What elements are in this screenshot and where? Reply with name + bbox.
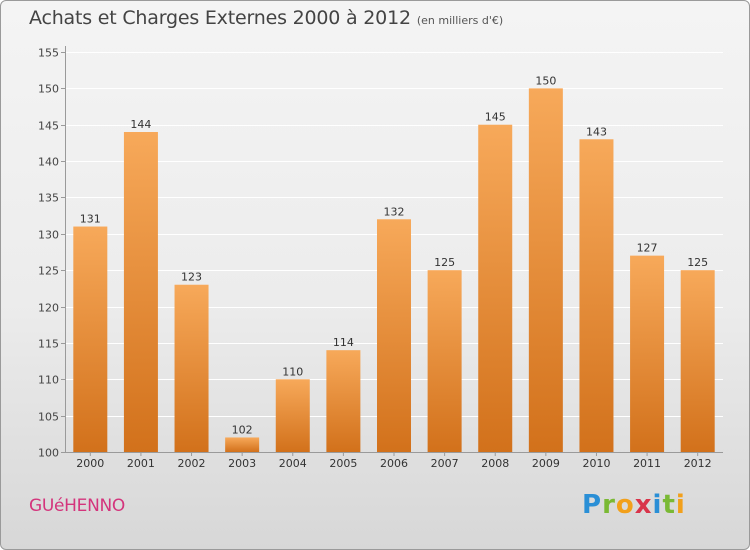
x-tick-label: 2009 [532,457,560,470]
bar [528,88,563,452]
x-tick-label: 2010 [582,457,610,470]
x-tick-label: 2012 [684,457,712,470]
logo-letter: i [652,490,663,520]
data-label: 125 [434,256,455,269]
data-label: 114 [333,336,354,349]
y-tick-label: 100 [38,447,59,460]
bar [630,255,665,452]
y-tick-label: 150 [38,83,59,96]
bar [579,139,614,453]
bar [478,124,513,453]
bar [326,350,361,452]
x-tick-label: 2000 [76,457,104,470]
bar [225,437,260,452]
logo-letter: o [615,490,635,520]
x-tick-label: 2005 [329,457,357,470]
labels: 100 105 110 115 120 125 130 135 140 145 150 155 131 2… [38,47,712,471]
x-tick-label: 2007 [431,457,459,470]
data-label: 145 [485,111,506,124]
bar [680,270,715,452]
data-label: 131 [80,213,101,226]
logo-letter: t [662,490,676,520]
x-tick-label: 2006 [380,457,408,470]
data-label: 143 [586,125,607,138]
data-label: 132 [384,205,405,218]
x-tick-label: 2003 [228,457,256,470]
logo-letter: i [675,490,686,520]
data-label: 150 [535,74,556,87]
x-tick-label: 2008 [481,457,509,470]
y-tick-label: 120 [38,302,59,315]
x-tick-label: 2001 [127,457,155,470]
y-tick-label: 135 [38,192,59,205]
bar [123,132,158,452]
logo-letter: P [582,490,603,520]
commune-name: GUéHENNO [29,496,126,516]
bar [73,226,108,452]
y-tick-label: 115 [38,338,59,351]
data-label: 102 [232,423,253,436]
bar [174,284,209,452]
bar [275,379,310,452]
data-label: 127 [637,242,658,255]
y-tick-label: 105 [38,411,59,424]
data-label: 123 [181,271,202,284]
logo-letter: x [634,490,653,520]
bars [73,88,715,453]
x-tick-label: 2011 [633,457,661,470]
bar [427,270,462,452]
x-tick-label: 2004 [279,457,307,470]
chart-title-text: Achats et Charges Externes 2000 à 2012 [29,7,411,29]
bar [377,219,411,452]
y-tick-label: 110 [38,374,59,387]
axes [61,46,723,456]
data-label: 144 [130,118,151,131]
y-tick-label: 145 [38,120,59,133]
logo-letter: r [602,490,616,520]
data-label: 125 [687,256,708,269]
y-tick-label: 140 [38,156,59,169]
proxiti-logo: Proxiti [582,490,686,520]
y-tick-label: 130 [38,229,59,242]
x-tick-label: 2002 [178,457,206,470]
chart-title: Achats et Charges Externes 2000 à 2012 (e… [29,7,503,29]
data-label: 110 [282,365,303,378]
y-tick-label: 125 [38,265,59,278]
y-tick-label: 155 [38,47,59,60]
chart-subtitle: (en milliers d'€) [416,14,504,27]
